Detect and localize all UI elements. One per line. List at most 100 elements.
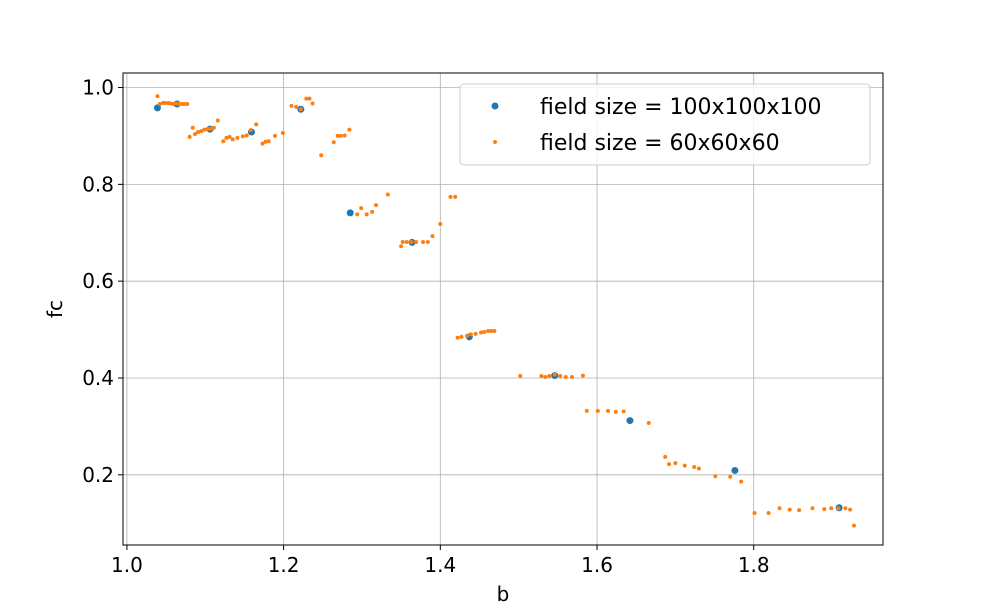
x-axis-ticks: 1.0 1.2 1.4 1.6 1.8 <box>111 545 770 577</box>
y-tick-label: 0.4 <box>82 366 114 390</box>
data-point <box>359 206 364 211</box>
data-point <box>569 375 574 380</box>
data-point <box>482 329 487 334</box>
data-point <box>289 103 294 108</box>
data-point <box>626 417 634 425</box>
legend-label-series-2: field size = 60x60x60 <box>540 131 780 156</box>
data-point <box>248 128 253 133</box>
data-point <box>205 127 210 132</box>
data-point <box>346 209 354 217</box>
data-point <box>713 474 718 479</box>
data-point <box>190 125 195 130</box>
plot-frame <box>122 72 884 546</box>
y-axis-ticks: 0.2 0.4 0.6 0.8 1.0 <box>82 76 123 487</box>
data-point <box>335 133 340 138</box>
series-2-points <box>155 94 857 528</box>
data-point <box>153 104 161 112</box>
data-point <box>539 374 544 379</box>
y-tick-label: 0.6 <box>82 269 114 293</box>
data-point <box>810 506 815 511</box>
data-point <box>338 133 343 138</box>
legend: field size = 100x100x100 field size = 60… <box>459 83 871 166</box>
data-point <box>310 101 315 106</box>
data-point <box>731 466 739 474</box>
data-point <box>254 122 259 127</box>
data-point <box>563 375 568 380</box>
data-point <box>829 506 834 511</box>
y-tick-label: 0.8 <box>82 172 114 196</box>
data-point <box>489 329 494 334</box>
data-point <box>185 101 190 106</box>
data-point <box>208 126 213 131</box>
data-point <box>728 474 733 479</box>
data-point <box>621 409 626 414</box>
data-point <box>682 463 687 468</box>
data-point <box>202 127 207 132</box>
data-point <box>196 130 201 135</box>
data-point <box>777 506 782 511</box>
data-point <box>163 101 168 106</box>
x-tick-label: 1.2 <box>268 553 300 577</box>
data-point <box>663 454 668 459</box>
data-point <box>595 408 600 413</box>
x-tick-label: 1.4 <box>424 553 456 577</box>
data-point <box>319 153 324 158</box>
data-point <box>787 507 792 512</box>
data-point <box>430 234 435 239</box>
legend-label-series-1: field size = 100x100x100 <box>540 95 822 120</box>
data-point <box>766 511 771 516</box>
data-point <box>486 329 491 334</box>
x-tick-label: 1.8 <box>738 553 770 577</box>
y-axis-label: fc <box>43 300 67 318</box>
data-point <box>260 141 265 146</box>
data-point <box>421 239 426 244</box>
data-point <box>221 139 226 144</box>
data-point <box>552 372 557 377</box>
x-tick-label: 1.0 <box>111 553 143 577</box>
y-tick-label: 0.2 <box>82 463 114 487</box>
data-point <box>399 244 404 249</box>
data-point <box>385 192 390 197</box>
data-point <box>464 333 469 338</box>
data-points <box>153 94 857 528</box>
data-point <box>453 194 458 199</box>
data-point <box>580 373 585 378</box>
data-point <box>518 374 523 379</box>
data-point <box>364 212 369 217</box>
data-point <box>400 239 405 244</box>
legend-marker-series-1 <box>491 102 499 110</box>
data-point <box>240 134 245 139</box>
data-point <box>448 194 453 199</box>
data-point <box>852 523 857 528</box>
data-point <box>605 408 610 413</box>
data-point <box>613 409 618 414</box>
data-point <box>342 133 347 138</box>
data-point <box>455 335 460 340</box>
data-point <box>438 222 443 227</box>
data-point <box>227 134 232 139</box>
data-point <box>235 135 240 140</box>
data-point <box>187 134 192 139</box>
data-point <box>355 212 360 217</box>
data-point <box>374 203 379 208</box>
data-point <box>797 508 802 513</box>
data-point <box>307 96 312 101</box>
data-point <box>409 239 414 244</box>
data-point <box>843 506 848 511</box>
data-point <box>230 137 235 142</box>
data-point <box>199 129 204 134</box>
data-point <box>473 331 478 336</box>
data-point <box>331 140 336 145</box>
data-point <box>347 127 352 132</box>
data-point <box>414 239 419 244</box>
data-point <box>294 104 299 109</box>
data-point <box>273 133 277 138</box>
data-point <box>558 374 563 379</box>
data-point <box>752 511 757 516</box>
data-point <box>224 135 229 140</box>
data-point <box>543 375 548 380</box>
data-point <box>492 329 497 334</box>
x-tick-label: 1.6 <box>581 553 613 577</box>
data-point <box>244 133 249 138</box>
